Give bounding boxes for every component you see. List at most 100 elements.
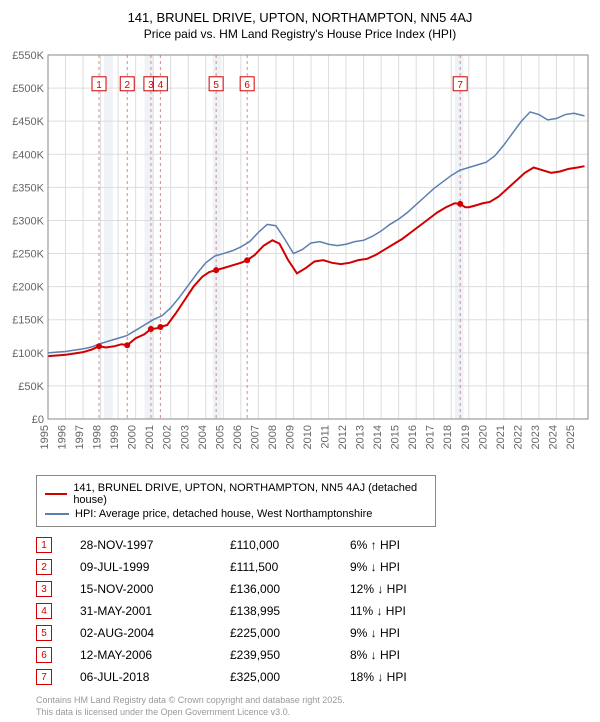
- sale-row: 209-JUL-1999£111,5009% ↓ HPI: [36, 559, 592, 575]
- recession-band: [213, 55, 222, 419]
- x-tick-label: 2011: [320, 425, 332, 449]
- sale-price: £138,995: [230, 604, 350, 618]
- x-tick-label: 2012: [337, 425, 349, 449]
- footer-line1: Contains HM Land Registry data © Crown c…: [36, 695, 592, 707]
- legend-item: 141, BRUNEL DRIVE, UPTON, NORTHAMPTON, N…: [45, 482, 427, 506]
- y-tick-label: £400K: [12, 149, 44, 161]
- y-tick-label: £50K: [18, 381, 44, 393]
- y-tick-label: £450K: [12, 116, 44, 128]
- x-tick-label: 2024: [547, 425, 559, 449]
- x-tick-label: 2017: [425, 425, 437, 449]
- sale-badge: 3: [36, 581, 52, 597]
- sale-badge: 4: [36, 603, 52, 619]
- x-tick-label: 2007: [249, 425, 261, 449]
- sale-badge: 7: [36, 669, 52, 685]
- sale-price: £136,000: [230, 582, 350, 596]
- x-tick-label: 1999: [109, 425, 121, 449]
- y-tick-label: £0: [32, 414, 44, 426]
- x-tick-label: 2019: [460, 425, 472, 449]
- footer-line2: This data is licensed under the Open Gov…: [36, 707, 592, 719]
- y-tick-label: £100K: [12, 348, 44, 360]
- footer-attribution: Contains HM Land Registry data © Crown c…: [36, 695, 592, 718]
- sale-hpi-diff: 12% ↓ HPI: [350, 582, 470, 596]
- sale-date: 31-MAY-2001: [80, 604, 230, 618]
- sale-marker-number: 2: [124, 80, 130, 91]
- sale-hpi-diff: 9% ↓ HPI: [350, 626, 470, 640]
- sale-dot: [244, 257, 250, 263]
- sale-price: £325,000: [230, 670, 350, 684]
- x-tick-label: 1996: [57, 425, 69, 449]
- sale-price: £110,000: [230, 538, 350, 552]
- sale-date: 12-MAY-2006: [80, 648, 230, 662]
- sale-row: 502-AUG-2004£225,0009% ↓ HPI: [36, 625, 592, 641]
- y-tick-label: £500K: [12, 83, 44, 95]
- sale-hpi-diff: 9% ↓ HPI: [350, 560, 470, 574]
- x-tick-label: 2002: [162, 425, 174, 449]
- sale-badge: 6: [36, 647, 52, 663]
- legend-swatch: [45, 493, 67, 495]
- sale-dot: [157, 324, 163, 330]
- x-tick-label: 2013: [355, 425, 367, 449]
- x-tick-label: 1997: [74, 425, 86, 449]
- sale-date: 09-JUL-1999: [80, 560, 230, 574]
- sale-marker-number: 4: [158, 80, 164, 91]
- x-tick-label: 2022: [512, 425, 524, 449]
- sale-row: 1 28-NOV-1997£110,0006% ↑ HPI: [36, 537, 592, 553]
- x-tick-label: 2014: [372, 425, 384, 449]
- y-tick-label: £150K: [12, 315, 44, 327]
- sale-dot: [148, 326, 154, 332]
- x-tick-label: 2010: [302, 425, 314, 449]
- sale-row: 4 31-MAY-2001£138,99511% ↓ HPI: [36, 603, 592, 619]
- legend-item: HPI: Average price, detached house, West…: [45, 508, 427, 520]
- recession-band: [144, 55, 153, 419]
- x-tick-label: 2009: [284, 425, 296, 449]
- x-tick-label: 2005: [214, 425, 226, 449]
- sale-marker-number: 6: [244, 80, 250, 91]
- x-tick-label: 2000: [127, 425, 139, 449]
- sale-marker-number: 1: [96, 80, 102, 91]
- sale-row: 3 15-NOV-2000£136,00012% ↓ HPI: [36, 581, 592, 597]
- y-tick-label: £350K: [12, 182, 44, 194]
- sale-hpi-diff: 8% ↓ HPI: [350, 648, 470, 662]
- chart-legend: 141, BRUNEL DRIVE, UPTON, NORTHAMPTON, N…: [36, 475, 436, 527]
- x-tick-label: 1995: [39, 425, 51, 449]
- sale-date: 02-AUG-2004: [80, 626, 230, 640]
- sale-marker-number: 5: [213, 80, 219, 91]
- x-tick-label: 2015: [390, 425, 402, 449]
- legend-label: HPI: Average price, detached house, West…: [75, 508, 372, 520]
- sale-dot: [96, 343, 102, 349]
- x-tick-label: 1998: [92, 425, 104, 449]
- sale-date: 06-JUL-2018: [80, 670, 230, 684]
- sale-date: 28-NOV-1997: [80, 538, 230, 552]
- legend-swatch: [45, 513, 69, 515]
- sale-date: 15-NOV-2000: [80, 582, 230, 596]
- sale-hpi-diff: 6% ↑ HPI: [350, 538, 470, 552]
- plot-border: [48, 55, 588, 419]
- sale-dot: [124, 342, 130, 348]
- sales-table: 1 28-NOV-1997£110,0006% ↑ HPI 209-JUL-1999…: [36, 537, 592, 685]
- x-tick-label: 2008: [267, 425, 279, 449]
- y-tick-label: £200K: [12, 282, 44, 294]
- sale-price: £225,000: [230, 626, 350, 640]
- y-tick-label: £300K: [12, 215, 44, 227]
- x-tick-label: 2004: [197, 425, 209, 449]
- sale-row: 6 12-MAY-2006£239,9508% ↓ HPI: [36, 647, 592, 663]
- x-tick-label: 2001: [144, 425, 156, 449]
- sale-hpi-diff: 11% ↓ HPI: [350, 604, 470, 618]
- y-tick-label: £550K: [12, 50, 44, 62]
- sale-marker-number: 7: [457, 80, 463, 91]
- sale-dot: [213, 267, 219, 273]
- x-tick-label: 2023: [530, 425, 542, 449]
- x-tick-label: 2025: [565, 425, 577, 449]
- chart-title-line1: 141, BRUNEL DRIVE, UPTON, NORTHAMPTON, N…: [8, 10, 592, 25]
- x-tick-label: 2018: [442, 425, 454, 449]
- recession-band: [455, 55, 464, 419]
- chart-title-line2: Price paid vs. HM Land Registry's House …: [8, 27, 592, 41]
- sale-dot: [457, 201, 463, 207]
- x-tick-label: 2016: [407, 425, 419, 449]
- sale-price: £239,950: [230, 648, 350, 662]
- price-chart: £0£50K£100K£150K£200K£250K£300K£350K£400…: [8, 49, 592, 469]
- x-tick-label: 2021: [495, 425, 507, 449]
- sale-badge: 1: [36, 537, 52, 553]
- x-tick-label: 2020: [477, 425, 489, 449]
